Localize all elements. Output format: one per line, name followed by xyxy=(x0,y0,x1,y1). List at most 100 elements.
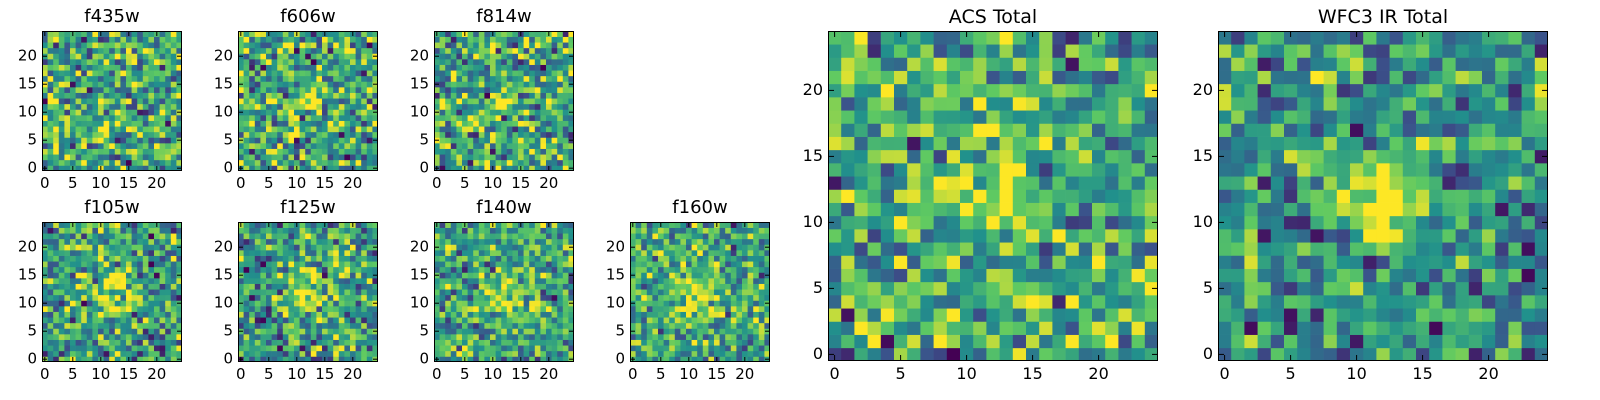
heatmap-cell xyxy=(288,137,295,144)
heatmap-cell xyxy=(562,350,569,357)
heatmap-cell xyxy=(841,295,855,309)
heatmap-cell xyxy=(467,109,474,116)
heatmap-cell xyxy=(316,75,323,82)
heatmap-cell xyxy=(366,322,373,329)
heatmap-cell xyxy=(663,244,670,251)
heatmap-cell xyxy=(299,87,306,93)
heatmap-cell xyxy=(238,250,244,256)
heatmap-cell xyxy=(142,154,149,161)
heatmap-cell xyxy=(103,126,110,133)
heatmap-cell xyxy=(47,42,54,49)
heatmap-cell xyxy=(1078,268,1093,283)
heatmap-cell xyxy=(495,233,502,240)
heatmap-cell xyxy=(137,334,144,340)
heatmap-cell xyxy=(753,283,760,290)
heatmap-cell xyxy=(484,98,491,105)
heatmap-cell xyxy=(434,75,440,82)
heatmap-cell xyxy=(506,317,513,324)
heatmap-cell xyxy=(478,143,485,149)
heatmap-cell xyxy=(361,81,368,88)
heatmap-cell xyxy=(445,250,452,256)
heatmap-cell xyxy=(495,115,502,121)
heatmap-cell xyxy=(1052,281,1066,296)
heatmap-cell xyxy=(98,64,104,71)
heatmap-cell xyxy=(512,322,519,329)
heatmap-cell xyxy=(310,143,317,149)
heatmap-cell xyxy=(372,227,378,234)
heatmap-cell xyxy=(131,283,138,290)
heatmap-cell xyxy=(450,350,457,357)
heatmap-cell xyxy=(546,289,552,296)
heatmap-cell xyxy=(518,311,524,318)
heatmap-cell xyxy=(137,143,144,149)
heatmap-cell xyxy=(372,148,378,155)
heatmap-cell xyxy=(64,137,71,144)
heatmap-cell xyxy=(92,81,99,88)
heatmap-cell xyxy=(708,222,715,228)
heatmap-cell xyxy=(828,255,842,269)
heatmap-cell xyxy=(294,115,300,121)
heatmap-cell xyxy=(355,53,362,60)
heatmap-cell xyxy=(170,103,177,110)
heatmap-cell xyxy=(557,81,564,88)
heatmap-cell xyxy=(702,334,709,340)
heatmap-cell xyxy=(344,64,351,71)
heatmap-cell xyxy=(512,356,519,362)
heatmap-cell xyxy=(445,233,452,240)
heatmap-cell xyxy=(473,250,480,256)
heatmap-cell xyxy=(243,272,250,279)
heatmap-cell xyxy=(126,143,132,149)
heatmap-cell xyxy=(747,266,754,273)
heatmap-cell xyxy=(534,92,541,99)
heatmap-cell xyxy=(529,131,536,138)
heatmap-cell xyxy=(361,317,368,324)
heatmap-cell xyxy=(249,120,256,127)
heatmap-cell xyxy=(238,238,244,245)
heatmap-cell xyxy=(512,81,519,88)
heatmap-cell xyxy=(316,322,323,329)
heatmap-cell xyxy=(764,294,770,301)
heatmap-cell xyxy=(725,283,732,290)
heatmap-cell xyxy=(294,283,300,290)
heatmap-cell xyxy=(316,317,323,324)
heatmap-cell xyxy=(126,311,132,318)
heatmap-cell xyxy=(646,294,653,301)
heatmap-cell xyxy=(64,289,71,296)
heatmap-cell xyxy=(294,233,300,240)
heatmap-cell xyxy=(646,356,653,362)
heatmap-cell xyxy=(154,87,160,93)
heatmap-cell xyxy=(266,244,272,251)
heatmap-cell xyxy=(697,272,704,279)
heatmap-cell xyxy=(42,126,48,133)
heatmap-cell xyxy=(165,92,172,99)
heatmap-cell xyxy=(142,143,149,149)
heatmap-cell xyxy=(254,266,261,273)
heatmap-cell xyxy=(126,42,132,49)
heatmap-cell xyxy=(907,347,921,361)
heatmap-cell xyxy=(462,36,468,43)
heatmap-cell xyxy=(277,165,284,171)
heatmap-cell xyxy=(47,300,54,307)
heatmap-cell xyxy=(165,294,172,301)
heatmap-cell xyxy=(546,70,552,77)
heatmap-cell xyxy=(495,154,502,161)
heatmap-cell xyxy=(1131,189,1146,203)
heatmap-cell xyxy=(557,283,564,290)
heatmap-cell xyxy=(282,36,289,43)
heatmap-cell xyxy=(103,294,110,301)
heatmap-cell xyxy=(1012,268,1027,283)
heatmap-cell xyxy=(299,289,306,296)
heatmap-cell xyxy=(546,306,552,312)
heatmap-cell xyxy=(70,233,76,240)
heatmap-cell xyxy=(518,115,524,121)
heatmap-cell xyxy=(686,238,692,245)
heatmap-cell xyxy=(473,165,480,171)
heatmap-cell xyxy=(294,131,300,138)
heatmap-cell xyxy=(53,322,60,329)
heatmap-cell xyxy=(1118,321,1132,335)
heatmap-cell xyxy=(81,64,88,71)
heatmap-cell xyxy=(708,345,715,352)
heatmap-cell xyxy=(42,87,48,93)
heatmap-cell xyxy=(176,278,182,284)
heatmap-cell xyxy=(512,311,519,318)
